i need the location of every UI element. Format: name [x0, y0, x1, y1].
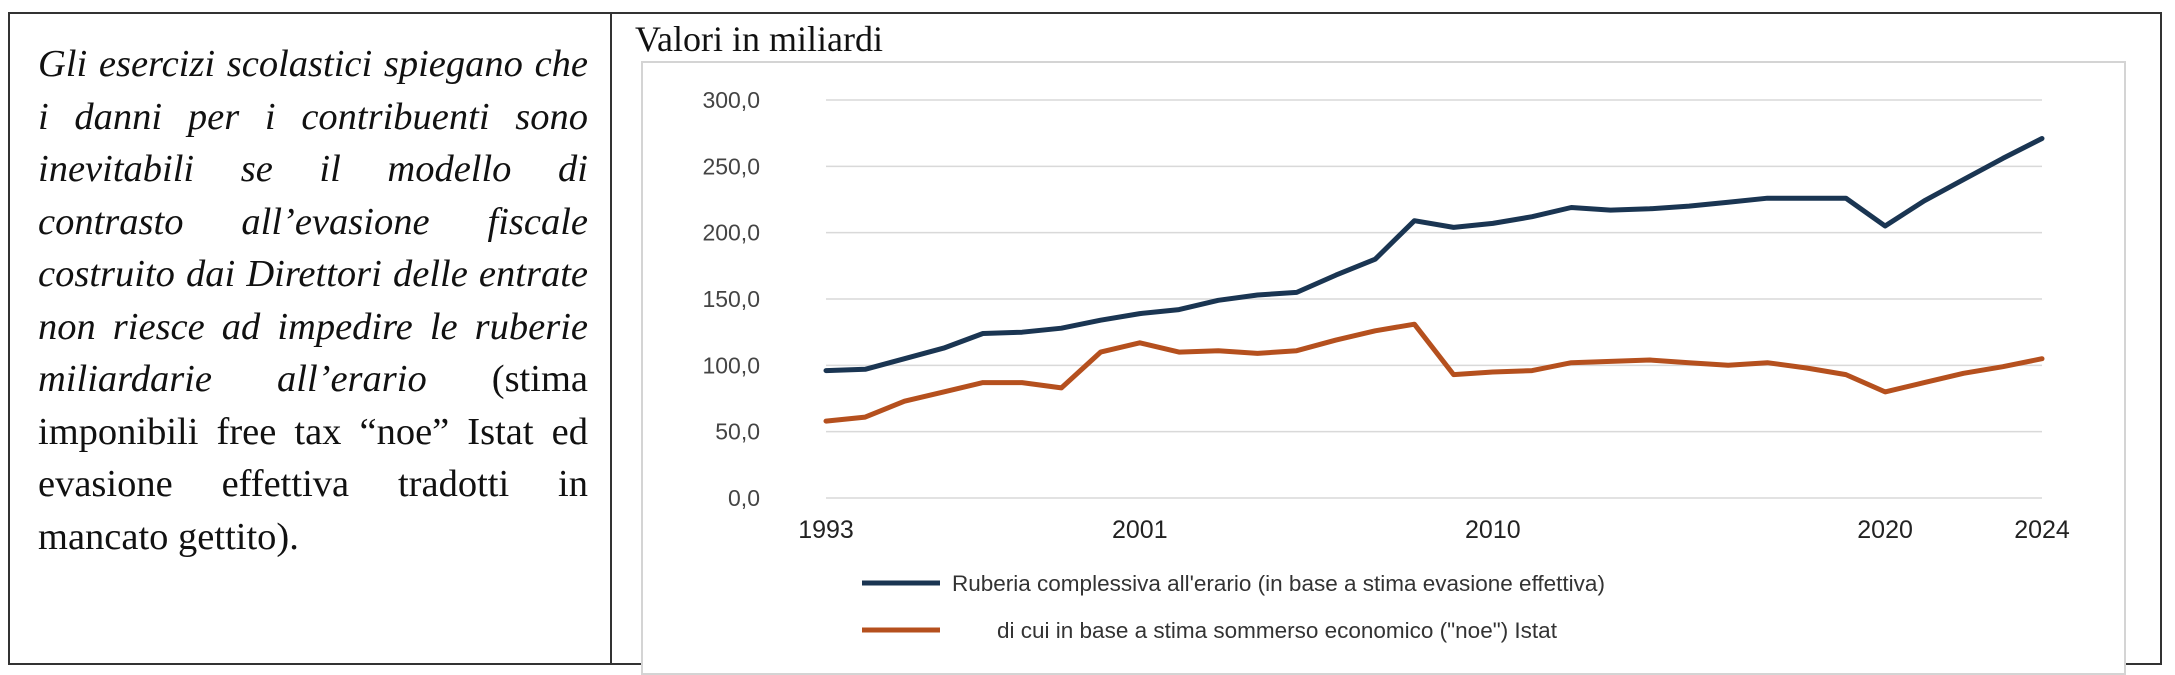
y-tick-label: 0,0 [728, 485, 760, 511]
y-tick-label: 100,0 [702, 352, 760, 378]
y-tick-label: 200,0 [702, 220, 760, 246]
legend-label-2: di cui in base a stima sommerso economic… [997, 618, 1558, 643]
series-line-1 [823, 136, 2045, 374]
caption-italic: Gli esercizi scolastici spiegano che i d… [38, 43, 588, 400]
caption-text: Gli esercizi scolastici spiegano che i d… [38, 38, 588, 563]
y-tick-label: 50,0 [715, 419, 760, 445]
y-tick-label: 150,0 [702, 286, 760, 312]
legend-label-1: Ruberia complessiva all'erario (in base … [952, 571, 1605, 596]
x-tick-label: 2001 [1112, 516, 1168, 544]
y-tick-label: 250,0 [702, 153, 760, 179]
x-tick-label: 2020 [1857, 516, 1913, 544]
x-tick-label: 1993 [798, 516, 854, 544]
caption-plain: (stima imponibili free tax “noe” Istat e… [38, 358, 588, 558]
plot-area-border [641, 61, 2126, 675]
x-tick-label: 2024 [2014, 516, 2070, 544]
y-tick-label: 300,0 [702, 87, 760, 113]
x-tick-label: 2010 [1465, 516, 1521, 544]
series-line-2 [823, 321, 2045, 424]
chart-title: Valori in miliardi [635, 19, 883, 59]
column-divider [610, 12, 612, 665]
